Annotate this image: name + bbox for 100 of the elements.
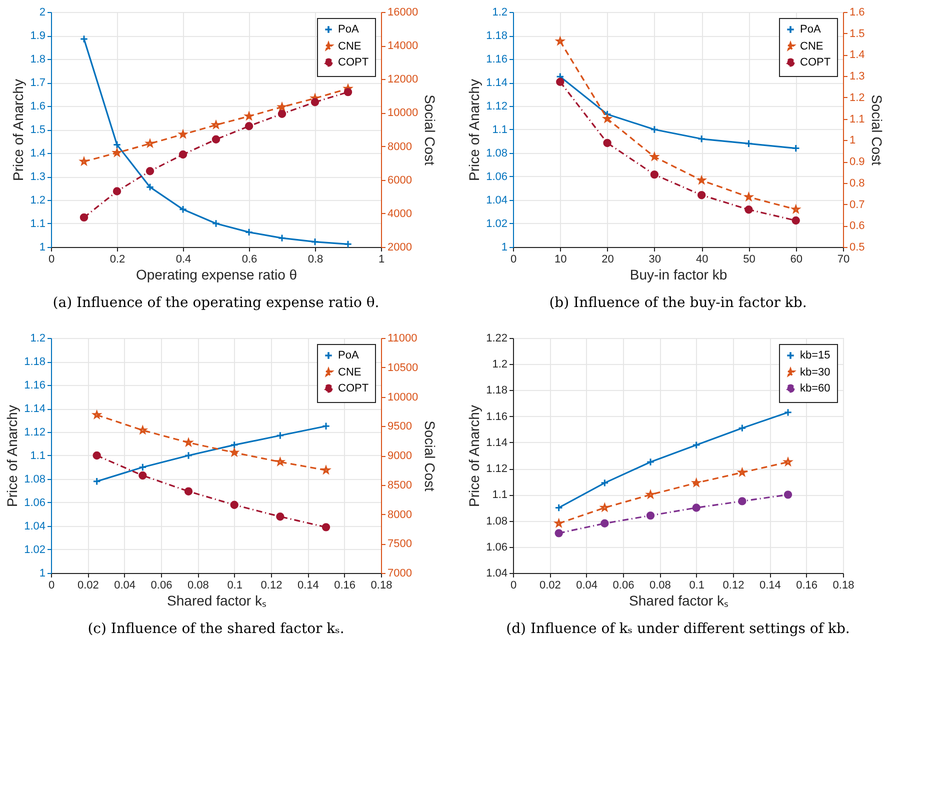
x-tick-label: 0.1	[689, 580, 704, 592]
y-tick-label: 1.06	[486, 541, 508, 554]
y2-axis-title: Social Cost	[422, 94, 438, 166]
legend-label: COPT	[338, 382, 369, 394]
y2-tick-label: 7000	[388, 568, 412, 580]
x-tick-label: 0	[48, 254, 55, 266]
x-tick-label: 0	[510, 254, 517, 266]
y2-tick-label: 12000	[388, 74, 418, 86]
y2-tick-label: 1.1	[850, 113, 865, 126]
x-tick-label: 0.02	[539, 580, 561, 592]
x-tick-label: 0.16	[334, 580, 356, 592]
x-tick-label: 0.16	[796, 580, 818, 592]
y-tick-label: 1.7	[30, 77, 46, 89]
y-tick-label: 1.14	[486, 436, 508, 449]
y-tick-label: 1.08	[486, 148, 508, 160]
x-tick-label: 0.02	[77, 580, 99, 592]
y2-tick-label: 1	[850, 134, 856, 147]
y-tick-label: 1.2	[492, 358, 508, 371]
y2-tick-label: 1.6	[850, 6, 865, 18]
x-tick-label: 0.18	[370, 580, 392, 592]
x-tick-label: 0.18	[832, 580, 854, 592]
y-tick-label: 1.2	[492, 6, 508, 18]
y-tick-label: 1.16	[24, 380, 46, 392]
y-tick-label: 1.02	[486, 218, 508, 230]
y-axis-title: Price of Anarchy	[466, 405, 482, 507]
legend-label: PoA	[800, 24, 822, 36]
x-tick-label: 0.12	[722, 580, 744, 592]
y2-tick-label: 0.8	[850, 177, 865, 190]
y2-tick-label: 8500	[388, 479, 412, 492]
x-tick-label: 0	[510, 580, 517, 592]
y-axis-title: Price of Anarchy	[4, 405, 20, 507]
y-tick-label: 1.3	[30, 171, 46, 183]
y-tick-label: 1.14	[24, 403, 46, 415]
y-tick-label: 1.04	[486, 568, 508, 580]
y2-tick-label: 0.5	[850, 242, 865, 254]
x-tick-label: 40	[696, 254, 708, 266]
text: (d) Influence of kₛ under different settings of kb.	[506, 621, 850, 637]
x-axis-title: Buy-in factor kb	[630, 266, 728, 282]
legend-label: COPT	[338, 56, 369, 68]
y-tick-label: 1.5	[30, 124, 46, 136]
legend-label: CNE	[338, 366, 362, 378]
x-tick-label: 0.06	[150, 580, 172, 592]
y-tick-label: 1.22	[486, 332, 508, 344]
x-tick-label: 0.8	[308, 254, 324, 266]
y2-tick-label: 9500	[388, 420, 412, 433]
y-tick-label: 1.12	[24, 426, 46, 438]
y2-tick-label: 1.4	[850, 49, 865, 62]
y-tick-label: 1	[501, 242, 508, 254]
y2-tick-label: 14000	[388, 40, 418, 52]
y-tick-label: 1.2	[30, 194, 46, 206]
text: (b) Influence of the buy-in factor kb.	[549, 295, 807, 311]
y-tick-label: 1.18	[24, 356, 46, 368]
y-tick-label: 1.16	[486, 54, 508, 66]
x-tick-label: 0.14	[759, 580, 781, 592]
y-tick-label: 1.12	[486, 100, 508, 112]
text: (a) Influence of the operating expense ratio θ.	[52, 295, 380, 311]
y-tick-label: 1.1	[492, 124, 508, 136]
legend-label: CNE	[800, 40, 824, 52]
y-tick-label: 1	[39, 242, 46, 254]
y2-tick-label: 1.3	[850, 70, 865, 83]
y-tick-label: 1.06	[486, 171, 508, 183]
y2-tick-label: 1.5	[850, 28, 865, 40]
y-tick-label: 2	[39, 6, 46, 18]
y-tick-label: 1.2	[30, 332, 46, 344]
y-tick-label: 1.02	[24, 544, 46, 556]
x-tick-label: 70	[837, 254, 850, 266]
y2-tick-label: 2000	[388, 242, 412, 254]
y-tick-label: 1.18	[486, 30, 508, 42]
y-tick-label: 1.1	[30, 450, 46, 462]
x-axis-title: Operating expense ratio θ	[136, 266, 298, 282]
y-tick-label: 1.16	[486, 410, 508, 423]
y2-tick-label: 0.7	[850, 198, 865, 211]
y2-tick-label: 8000	[388, 140, 412, 153]
y2-tick-label: 1.2	[850, 92, 865, 104]
y2-axis-title: Social Cost	[868, 94, 885, 166]
y-axis-title: Price of Anarchy	[466, 79, 482, 181]
x-tick-label: 0.6	[242, 254, 258, 266]
y2-tick-label: 10500	[388, 362, 418, 374]
x-axis-title: Shared factor kₛ	[167, 592, 266, 608]
y2-tick-label: 16000	[388, 6, 418, 18]
x-tick-label: 0.2	[110, 254, 126, 266]
x-tick-label: 0.08	[187, 580, 209, 592]
y-tick-label: 1.12	[486, 463, 508, 476]
x-tick-label: 0.12	[260, 580, 282, 592]
y-tick-label: 1.08	[486, 515, 508, 528]
x-tick-label: 0.06	[612, 580, 634, 592]
x-tick-label: 0.08	[649, 580, 671, 592]
x-tick-label: 50	[743, 254, 756, 266]
y-tick-label: 1.1	[492, 489, 508, 502]
y-tick-label: 1.14	[486, 77, 508, 89]
y-tick-label: 1.1	[30, 218, 46, 230]
legend-label: COPT	[800, 56, 831, 68]
legend-label: PoA	[338, 24, 360, 36]
legend-label: kb=30	[800, 366, 830, 378]
y-tick-label: 1.04	[486, 194, 508, 206]
x-tick-label: 0.1	[227, 580, 242, 592]
text: (c) Influence of the shared factor kₛ.	[88, 621, 344, 637]
y2-tick-label: 7500	[388, 538, 412, 550]
y2-tick-label: 0.6	[850, 220, 865, 232]
x-tick-label: 1	[378, 254, 385, 266]
